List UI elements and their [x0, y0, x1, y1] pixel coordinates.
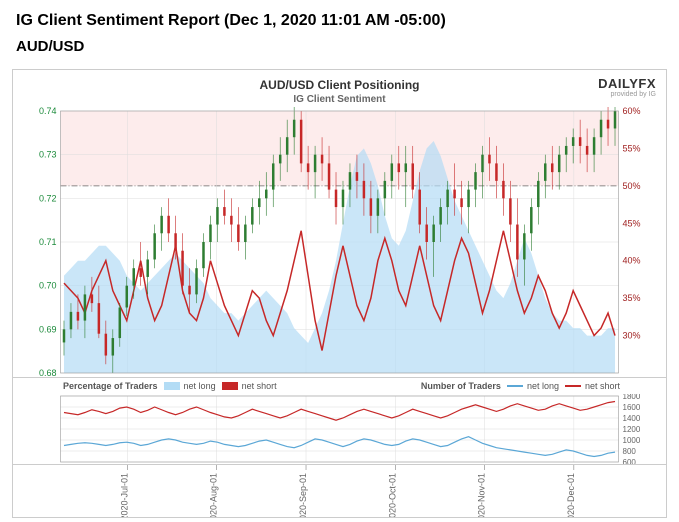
svg-text:50%: 50% — [623, 181, 641, 191]
legend-swatch-long-n — [507, 385, 523, 387]
svg-text:0.69: 0.69 — [39, 324, 57, 334]
chart-subtitle: IG Client Sentiment — [13, 94, 666, 105]
svg-text:1200: 1200 — [623, 425, 641, 434]
x-axis: 2020-Jul-01 2020-Aug-01 2020-Sep-01 2020-Oc… — [13, 464, 666, 517]
chart-container: AUD/USD Client Positioning IG Client Sen… — [12, 69, 667, 518]
pair-label: AUD/USD — [16, 38, 663, 55]
chart-title: AUD/USD Client Positioning — [13, 78, 666, 92]
svg-text:0.68: 0.68 — [39, 368, 57, 377]
legend-label-short-n: net short — [585, 381, 620, 391]
logo-sub: provided by IG — [598, 91, 656, 98]
svg-text:1000: 1000 — [623, 436, 641, 445]
svg-text:2020-Aug-01: 2020-Aug-01 — [209, 473, 219, 517]
report-title: IG Client Sentiment Report (Dec 1, 2020 … — [16, 12, 663, 30]
svg-text:30%: 30% — [623, 331, 641, 341]
svg-text:800: 800 — [623, 447, 637, 456]
svg-text:0.74: 0.74 — [39, 107, 57, 116]
svg-text:35%: 35% — [623, 293, 641, 303]
svg-text:2020-Dec-01: 2020-Dec-01 — [566, 473, 576, 517]
legend-label-short-pct: net short — [242, 381, 277, 391]
svg-text:0.71: 0.71 — [39, 237, 57, 247]
svg-text:2020-Sep-01: 2020-Sep-01 — [298, 473, 308, 517]
svg-text:1400: 1400 — [623, 414, 641, 423]
main-chart: 0.68 0.69 0.70 0.71 0.72 0.73 0.74 30% 35% 40% 45%… — [13, 107, 666, 377]
svg-text:0.73: 0.73 — [39, 150, 57, 160]
legend-swatch-short-pct — [222, 382, 238, 390]
sub-chart: 60080010001200140016001800 — [13, 394, 666, 464]
legend-swatch-long-pct — [164, 382, 180, 390]
dailyfx-logo: DAILYFX provided by IG — [598, 76, 656, 98]
legend-traders-title: Percentage of Traders — [63, 381, 158, 391]
svg-text:2020-Jul-01: 2020-Jul-01 — [119, 473, 129, 517]
svg-text:1600: 1600 — [623, 403, 641, 412]
svg-text:1800: 1800 — [623, 394, 641, 401]
svg-text:2020-Oct-01: 2020-Oct-01 — [387, 473, 397, 517]
legend-label-long-pct: net long — [184, 381, 216, 391]
svg-text:0.72: 0.72 — [39, 193, 57, 203]
legend-label-long-n: net long — [527, 381, 559, 391]
legend-traders: Percentage of Traders net long net short… — [13, 377, 666, 394]
svg-text:55%: 55% — [623, 143, 641, 153]
logo-main: DAILYFX — [598, 76, 656, 91]
svg-text:0.70: 0.70 — [39, 281, 57, 291]
svg-text:60%: 60% — [623, 107, 641, 116]
legend-number-title: Number of Traders — [421, 381, 501, 391]
svg-text:2020-Nov-01: 2020-Nov-01 — [477, 473, 487, 517]
legend-swatch-short-n — [565, 385, 581, 387]
svg-text:40%: 40% — [623, 256, 641, 266]
svg-text:45%: 45% — [623, 218, 641, 228]
